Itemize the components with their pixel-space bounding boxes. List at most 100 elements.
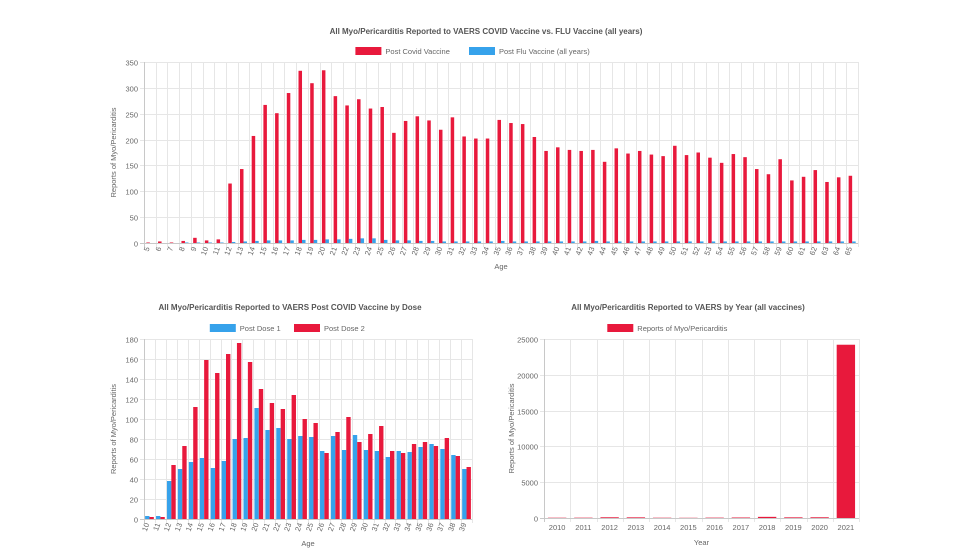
bar-1-40 <box>556 147 560 243</box>
bar-1-33 <box>474 138 478 243</box>
bar-1-34 <box>407 452 412 519</box>
bar-2-55 <box>735 241 739 243</box>
bar-1-65 <box>848 175 853 243</box>
bar-1-52 <box>696 152 700 243</box>
bar-2-39 <box>547 241 552 243</box>
x-tick-label: 20 <box>316 246 327 257</box>
x-tick-label: 65 <box>843 246 854 257</box>
y-tick-label: 200 <box>125 137 138 146</box>
bar-1-12 <box>228 183 232 243</box>
bar-1-50 <box>673 145 677 243</box>
x-tick-label: 22 <box>271 522 282 533</box>
bar-1-49 <box>661 156 665 243</box>
x-tick-label: 29 <box>348 522 359 533</box>
bar-1-44 <box>602 161 607 243</box>
x-tick-label: 6 <box>154 246 164 253</box>
legend-swatch-1 <box>355 47 382 55</box>
legend-swatch-2 <box>294 324 320 332</box>
bar-2-58 <box>770 241 774 243</box>
x-tick-label: 2017 <box>733 523 750 532</box>
bar-2-27 <box>335 432 340 519</box>
bar-1-14 <box>251 135 256 243</box>
bar-2-29 <box>430 240 435 243</box>
x-tick-label: 26 <box>386 246 397 257</box>
x-tick-label: 36 <box>503 246 514 257</box>
bar-2-48 <box>653 241 657 243</box>
bar-1-23 <box>287 439 292 519</box>
bar-1-58 <box>766 174 771 243</box>
bar-1-23 <box>357 99 361 243</box>
x-tick-label: 45 <box>609 246 620 257</box>
bar-1-43 <box>591 149 595 243</box>
bar-1-2012 <box>600 517 619 518</box>
bar-1-31 <box>450 117 455 243</box>
y-tick-label: 25000 <box>517 336 538 345</box>
bar-2-14 <box>255 240 259 243</box>
bar-2-35 <box>422 442 428 519</box>
bar-2-41 <box>571 241 575 243</box>
bar-2-20 <box>325 239 329 243</box>
x-tick-label: 51 <box>679 246 690 257</box>
x-tick-label: 26 <box>315 522 326 533</box>
bar-1-2017 <box>731 517 751 518</box>
x-tick-label: 27 <box>398 246 409 257</box>
x-tick-label: 2019 <box>785 523 802 532</box>
bar-1-63 <box>825 181 829 243</box>
chart-title: All Myo/Pericarditis Reported to VAERS b… <box>571 303 805 312</box>
bar-1-18 <box>232 439 237 519</box>
bar-2-32 <box>390 451 395 519</box>
legend-label-1: Post Dose 1 <box>240 324 281 333</box>
x-tick-label: 46 <box>620 246 631 257</box>
bar-1-39 <box>544 150 548 243</box>
y-tick-label: 180 <box>125 336 138 345</box>
x-tick-label: 36 <box>424 522 435 533</box>
bar-1-31 <box>374 451 380 519</box>
bar-2-29 <box>357 442 362 519</box>
legend-swatch-2 <box>469 47 495 55</box>
legend-swatch-1 <box>607 324 634 332</box>
bar-2-32 <box>465 241 470 243</box>
bar-2-60 <box>793 241 798 243</box>
bar-1-12 <box>166 481 172 519</box>
bar-2-28 <box>419 240 423 243</box>
bar-1-56 <box>743 157 747 243</box>
bar-1-19 <box>243 438 248 519</box>
bar-2-10 <box>149 517 154 519</box>
bar-2-49 <box>664 241 669 243</box>
bar-1-30 <box>363 450 369 519</box>
x-tick-label: 13 <box>234 246 245 257</box>
x-tick-label: 2014 <box>654 523 671 532</box>
bar-2-52 <box>699 241 704 243</box>
bar-2-37 <box>444 438 450 519</box>
bar-1-42 <box>579 150 583 243</box>
x-tick-label: 50 <box>667 246 678 257</box>
x-tick-label: 2020 <box>811 523 828 532</box>
x-axis-title: Age <box>494 262 507 271</box>
bar-1-17 <box>221 461 226 519</box>
bar-1-26 <box>392 132 396 243</box>
legend-label-1: Reports of Myo/Pericarditis <box>637 324 727 333</box>
y-axis-title: Reports of Myo/Pericarditis <box>109 107 118 197</box>
x-tick-label: 2021 <box>838 523 855 532</box>
bar-1-15 <box>263 104 267 244</box>
x-tick-label: 42 <box>574 246 585 257</box>
bar-1-5 <box>146 242 150 243</box>
bar-1-17 <box>286 93 291 244</box>
bar-2-17 <box>290 240 294 243</box>
bar-1-59 <box>778 159 782 243</box>
bar-2-26 <box>324 453 329 519</box>
bar-1-25 <box>380 106 384 244</box>
x-tick-label: 59 <box>772 246 783 257</box>
bar-1-21 <box>333 96 338 243</box>
x-tick-label: 18 <box>228 522 239 533</box>
x-tick-label: 11 <box>151 522 162 532</box>
x-tick-label: 63 <box>819 246 830 257</box>
chart-title: All Myo/Pericarditis Reported to VAERS P… <box>158 303 422 312</box>
x-tick-label: 15 <box>195 522 206 533</box>
bar-2-42 <box>582 241 587 243</box>
y-tick-label: 100 <box>125 416 138 425</box>
y-tick-label: 150 <box>125 162 138 171</box>
bar-1-53 <box>708 157 712 243</box>
bar-2-15 <box>266 240 271 243</box>
chart-title: All Myo/Pericarditis Reported to VAERS C… <box>330 27 643 36</box>
